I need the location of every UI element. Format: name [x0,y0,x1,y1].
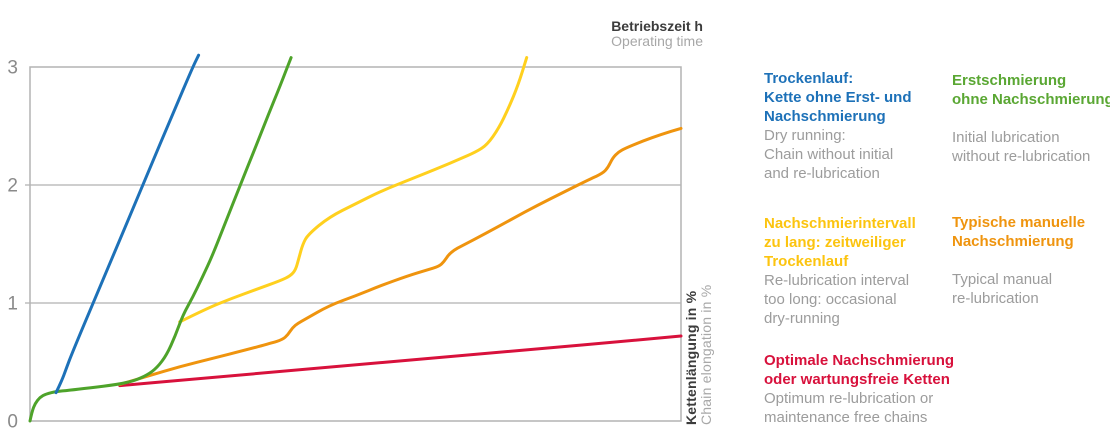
legend-en-text: Re-lubrication interval too long: occasi… [764,272,910,327]
legend-de-text: Typische manuelle Nachschmierung [952,214,1086,250]
legend-en-text: Initial lubrication without re-lubricati… [952,129,1091,165]
y-tick-label: 3 [7,58,18,79]
plot-frame [29,66,682,422]
legend-de-text: Erstschmierung ohne Nachschmierung [952,72,1110,108]
y-tick-label: 2 [7,176,18,197]
legend-block-initial-lubrication: Erstschmierung ohne Nachschmierung Initi… [952,71,1110,166]
y-axis-title-de: Kettenlängung in % [683,290,699,425]
legend-en-text: Optimum re-lubrication or maintenance fr… [764,390,934,426]
x-axis-title: Betriebszeit h Operating time [611,19,703,49]
legend-block-interval-too-long: Nachschmierintervall zu lang: zeitweilig… [764,214,916,328]
series-line-3 [118,126,683,386]
legend-en-text: Typical manual re-lubrication [952,271,1053,307]
series-line-0 [54,53,201,395]
y-tick-label: 1 [7,294,18,315]
series-line-2 [178,56,529,324]
legend-block-optimum-relubrication: Optimale Nachschmierung oder wartungsfre… [764,351,954,427]
y-axis-title: Kettenlängung in % Chain elongation in % [683,284,714,425]
legend-de-text: Trockenlauf: Kette ohne Erst- und Nachsc… [764,70,912,125]
series-line-4 [118,334,683,388]
legend-de-text: Optimale Nachschmierung oder wartungsfre… [764,352,955,388]
y-axis-title-en: Chain elongation in % [697,284,714,425]
y-tick-labels: 0 1 2 3 [7,58,18,428]
gridlines [25,184,681,304]
chart-curves [28,53,683,423]
x-axis-title-de: Betriebszeit h [611,18,703,34]
legend-en-text: Dry running: Chain without initial and r… [764,127,894,182]
legend-block-dry-running: Trockenlauf: Kette ohne Erst- und Nachsc… [764,69,912,183]
x-axis-title-en: Operating time [611,33,703,49]
legend-de-text: Nachschmierintervall zu lang: zeitweilig… [764,215,916,270]
legend-block-manual-relubrication: Typische manuelle Nachschmierung Typical… [952,213,1085,308]
y-tick-label: 0 [7,412,18,428]
series-line-1 [28,56,293,423]
chain-elongation-chart: 0 1 2 3 [7,53,683,428]
